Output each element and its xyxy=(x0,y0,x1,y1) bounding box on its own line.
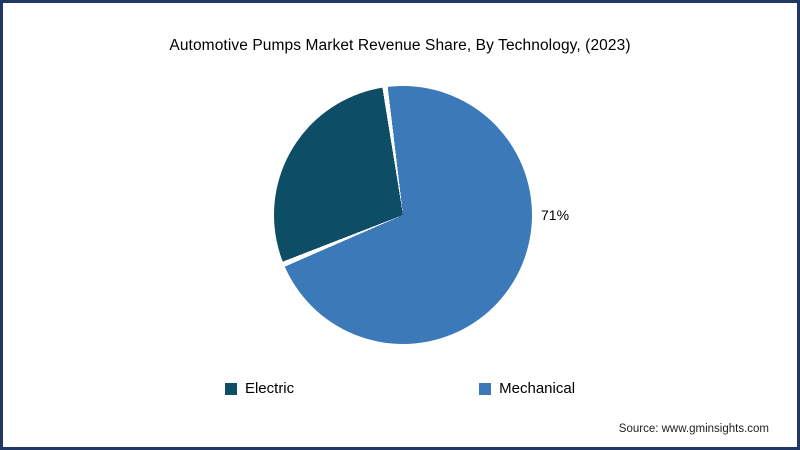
legend-item-electric: Electric xyxy=(224,380,295,397)
legend-label-mechanical: Mechanical xyxy=(499,380,576,397)
mechanical-slice-percent-label: 71% xyxy=(541,207,570,223)
mechanical-legend-swatch-icon xyxy=(479,382,492,395)
legend-label-electric: Electric xyxy=(244,380,295,397)
legend: Electric Mechanical xyxy=(3,380,797,397)
chart-title: Automotive Pumps Market Revenue Share, B… xyxy=(169,37,631,54)
source-attribution: Source: www.gminsights.com xyxy=(618,423,769,435)
pie xyxy=(274,86,532,344)
legend-item-mechanical: Mechanical xyxy=(479,380,575,397)
electric-legend-swatch-icon xyxy=(224,382,237,395)
